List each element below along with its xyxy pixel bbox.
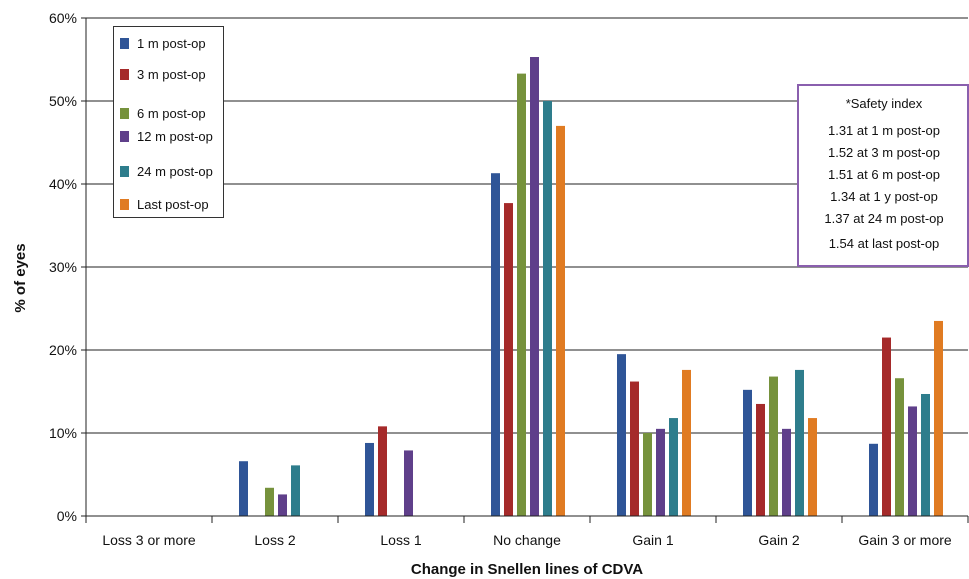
bar bbox=[908, 406, 917, 516]
y-tick-label: 0% bbox=[57, 508, 77, 524]
legend-swatch-3m bbox=[120, 68, 129, 80]
bar bbox=[743, 389, 752, 516]
legend-swatch-6m bbox=[120, 107, 129, 119]
bar bbox=[556, 125, 565, 517]
safety-index-title: *Safety index bbox=[845, 96, 923, 111]
bar bbox=[895, 378, 904, 516]
legend-item-6m: 6 m post-op bbox=[120, 105, 206, 121]
legend-swatch-last bbox=[120, 198, 129, 210]
bar bbox=[934, 320, 943, 516]
bar bbox=[921, 393, 930, 516]
legend-item-3m: 3 m post-op bbox=[120, 66, 206, 82]
legend-label-3m: 3 m post-op bbox=[137, 66, 206, 82]
bar bbox=[378, 426, 387, 516]
safety-index-line: 1.31 at 1 m post-op bbox=[827, 123, 940, 138]
safety-index-line: 1.34 at 1 y post-op bbox=[830, 189, 938, 204]
legend-swatch-1m bbox=[120, 37, 129, 49]
x-tick-label: Gain 2 bbox=[758, 532, 799, 548]
x-tick-label: Loss 3 or more bbox=[102, 532, 196, 548]
gridlines bbox=[86, 17, 968, 434]
bar bbox=[669, 418, 678, 516]
bar bbox=[617, 354, 626, 516]
bar bbox=[239, 461, 248, 516]
legend-label-6m: 6 m post-op bbox=[137, 105, 206, 121]
x-tick-label: No change bbox=[493, 532, 561, 548]
bar bbox=[491, 173, 500, 516]
bar bbox=[530, 57, 539, 516]
legend-label-last: Last post-op bbox=[137, 196, 209, 212]
legend-swatch-24m bbox=[120, 165, 129, 177]
bar bbox=[869, 443, 878, 516]
x-tick-label: Loss 2 bbox=[254, 532, 295, 548]
legend-label-24m: 24 m post-op bbox=[137, 163, 213, 179]
bar bbox=[682, 369, 691, 516]
tick-labels: 0% 10% 20% 30% 40% 50% 60% Loss 3 or more Loss 2… bbox=[49, 10, 952, 548]
legend-item-1m: 1 m post-op bbox=[120, 35, 206, 51]
y-tick-label: 20% bbox=[49, 342, 77, 358]
safety-index-line: 1.52 at 3 m post-op bbox=[827, 145, 940, 160]
safety-index-line: 1.54 at last post-op bbox=[828, 236, 940, 251]
axes bbox=[81, 17, 969, 523]
y-tick-label: 30% bbox=[49, 259, 77, 275]
legend-item-12m: 12 m post-op bbox=[120, 128, 213, 144]
y-tick-label: 40% bbox=[49, 176, 77, 192]
y-tick-label: 50% bbox=[49, 93, 77, 109]
bar bbox=[543, 101, 552, 516]
bar bbox=[756, 403, 765, 516]
bar bbox=[643, 433, 652, 516]
bar bbox=[504, 203, 513, 516]
bar bbox=[656, 428, 665, 516]
bars bbox=[239, 57, 943, 517]
x-tick-label: Gain 3 or more bbox=[858, 532, 952, 548]
bar bbox=[882, 337, 891, 516]
x-tick-label: Loss 1 bbox=[380, 532, 421, 548]
legend-label-12m: 12 m post-op bbox=[137, 128, 213, 144]
bar bbox=[769, 376, 778, 516]
bar bbox=[404, 450, 413, 516]
safety-index-line: 1.37 at 24 m post-op bbox=[824, 211, 944, 226]
bar bbox=[291, 465, 300, 516]
bar bbox=[265, 487, 274, 516]
y-tick-label: 60% bbox=[49, 10, 77, 26]
x-tick-label: Gain 1 bbox=[632, 532, 673, 548]
legend-item-last: Last post-op bbox=[120, 196, 209, 212]
legend-item-24m: 24 m post-op bbox=[120, 163, 213, 179]
bar bbox=[365, 442, 374, 516]
bar bbox=[517, 73, 526, 517]
bar bbox=[795, 369, 804, 516]
bar bbox=[630, 381, 639, 516]
safety-index-line: 1.51 at 6 m post-op bbox=[827, 167, 940, 182]
y-axis-title: % of eyes bbox=[12, 243, 29, 312]
x-axis-title: Change in Snellen lines of CDVA bbox=[411, 561, 643, 578]
bar bbox=[808, 418, 817, 516]
legend: 1 m post-op 3 m post-op 6 m post-op 12 m… bbox=[113, 26, 224, 218]
bar bbox=[278, 494, 287, 516]
y-tick-label: 10% bbox=[49, 425, 77, 441]
legend-swatch-12m bbox=[120, 130, 129, 142]
legend-label-1m: 1 m post-op bbox=[137, 35, 206, 51]
safety-index-box: *Safety index 1.31 at 1 m post-op 1.52 a… bbox=[797, 84, 969, 267]
bar bbox=[782, 428, 791, 516]
